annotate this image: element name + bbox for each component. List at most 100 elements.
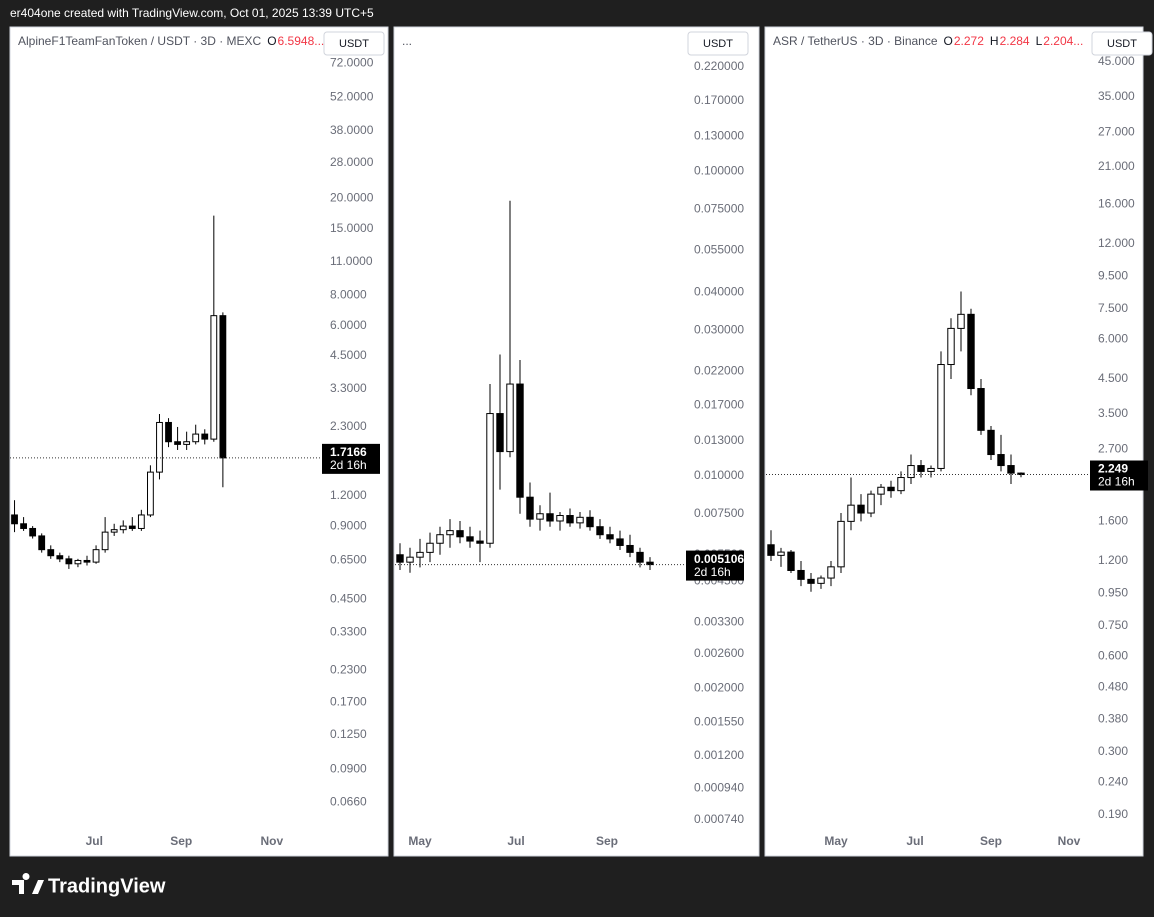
currency-button[interactable] xyxy=(323,31,385,56)
legend-key: L xyxy=(1036,34,1043,48)
y-tick-label: 38.0000 xyxy=(330,123,374,137)
countdown: 2d 16h xyxy=(694,565,731,579)
y-tick-label: 0.3300 xyxy=(330,624,367,638)
y-tick-label: 45.000 xyxy=(1098,54,1135,68)
candle-body xyxy=(857,504,865,514)
candle-body xyxy=(546,513,554,522)
candle-body xyxy=(446,530,454,536)
y-tick-label: 0.013000 xyxy=(694,433,744,447)
y-tick-label: 0.001550 xyxy=(694,714,744,728)
y-tick-label: 0.300 xyxy=(1098,744,1128,758)
currency-label: USDT xyxy=(339,38,369,50)
logo-mark xyxy=(12,873,44,894)
y-tick-label: 0.4500 xyxy=(330,591,367,605)
y-tick-label: 0.1700 xyxy=(330,694,367,708)
y-tick-label: 7.500 xyxy=(1098,301,1128,315)
candle-body xyxy=(556,515,564,522)
candle-body xyxy=(128,525,136,529)
candle-body xyxy=(897,477,905,492)
legend-value: 2.284 xyxy=(1000,34,1030,48)
y-tick-label: 0.130000 xyxy=(694,129,744,143)
last-price-label: 1.7166 xyxy=(330,445,367,459)
x-tick-label: Sep xyxy=(596,834,618,848)
candle-body xyxy=(777,551,785,556)
candle-body xyxy=(65,558,73,565)
chart-panel: 72.0000 52.0000 38.0000 28.0000 20.0000 15.00… xyxy=(9,26,389,857)
candle-body xyxy=(436,534,444,544)
plot xyxy=(767,291,1025,592)
candle-body xyxy=(526,496,534,520)
y-tick-label: 0.017000 xyxy=(694,398,744,412)
candle-body xyxy=(486,413,494,544)
candle-body xyxy=(787,551,795,571)
y-tick-label: 0.380 xyxy=(1098,711,1128,725)
y-tick-label: 0.002000 xyxy=(694,681,744,695)
y-tick-label: 12.000 xyxy=(1098,236,1135,250)
candle-body xyxy=(887,486,895,492)
candle-body xyxy=(576,516,584,524)
brand: TradingView xyxy=(48,875,166,897)
x-tick-label: Sep xyxy=(170,834,192,848)
y-tick-label: 0.001200 xyxy=(694,748,744,762)
candle-body xyxy=(416,551,424,558)
candle-body xyxy=(456,530,464,538)
y-tick-label: 4.500 xyxy=(1098,371,1128,385)
candle-body xyxy=(47,549,55,557)
y-tick-label: 27.000 xyxy=(1098,125,1135,139)
candle-body xyxy=(907,465,915,479)
candle-body xyxy=(927,467,935,472)
candle-body xyxy=(606,534,614,540)
legend-key: O xyxy=(944,34,953,48)
candle-body xyxy=(877,486,885,495)
legend-key: O xyxy=(267,34,276,48)
last-price-label: 0.005106 xyxy=(694,552,744,566)
y-tick-label: 2.700 xyxy=(1098,442,1128,456)
candle-body xyxy=(616,538,624,546)
y-tick-label: 0.007500 xyxy=(694,506,744,520)
candle-body xyxy=(92,549,100,563)
x-tick-label: Jul xyxy=(86,834,103,848)
y-tick-label: 0.0900 xyxy=(330,762,367,776)
currency-button[interactable] xyxy=(1091,31,1153,56)
candle-body xyxy=(917,465,925,472)
y-tick-label: 6.0000 xyxy=(330,318,367,332)
y-tick-label: 0.100000 xyxy=(694,163,744,177)
candle-body xyxy=(426,542,434,553)
candle-body xyxy=(536,513,544,520)
candle-body xyxy=(817,577,825,584)
y-tick-label: 0.000940 xyxy=(694,781,744,795)
candle-body xyxy=(74,559,82,565)
candle-body xyxy=(38,535,46,551)
y-tick-label: 15.0000 xyxy=(330,221,374,235)
candle-body xyxy=(174,441,181,445)
header: er404one created with TradingView.com, O… xyxy=(10,6,374,20)
y-tick-label: 0.1250 xyxy=(330,727,367,741)
candle-body xyxy=(767,544,775,556)
x-tick-label: Sep xyxy=(980,834,1002,848)
x-tick-label: Nov xyxy=(260,834,283,848)
candle-body xyxy=(516,383,524,498)
candle-body xyxy=(466,536,474,542)
chart-title: AlpineF1TeamFanToken / USDT · 3D · MEXC xyxy=(18,34,262,48)
candle-body xyxy=(847,504,855,522)
candle-body xyxy=(406,556,414,563)
candle-body xyxy=(496,413,504,453)
y-tick-label: 0.075000 xyxy=(694,201,744,215)
candle-body xyxy=(987,429,995,456)
candle-body xyxy=(827,566,835,579)
y-tick-label: 0.022000 xyxy=(694,364,744,378)
candle-body xyxy=(183,441,191,445)
y-tick-label: 0.055000 xyxy=(694,242,744,256)
candle-body xyxy=(566,515,574,524)
candle-body xyxy=(11,514,18,525)
candle-body xyxy=(147,471,154,516)
y-tick-label: 0.040000 xyxy=(694,285,744,299)
currency-button[interactable] xyxy=(687,31,749,56)
y-tick-label: 72.0000 xyxy=(330,55,374,69)
chart-title: ASR / TetherUS · 3D · Binance xyxy=(773,34,938,48)
y-tick-label: 6.000 xyxy=(1098,332,1128,346)
last-price-label: 2.249 xyxy=(1098,462,1128,476)
chart-panel: 45.000 35.000 27.000 21.000 16.000 12.000 9.50… xyxy=(764,26,1153,857)
legend-key: H xyxy=(990,34,999,48)
y-tick-label: 28.0000 xyxy=(330,155,374,169)
